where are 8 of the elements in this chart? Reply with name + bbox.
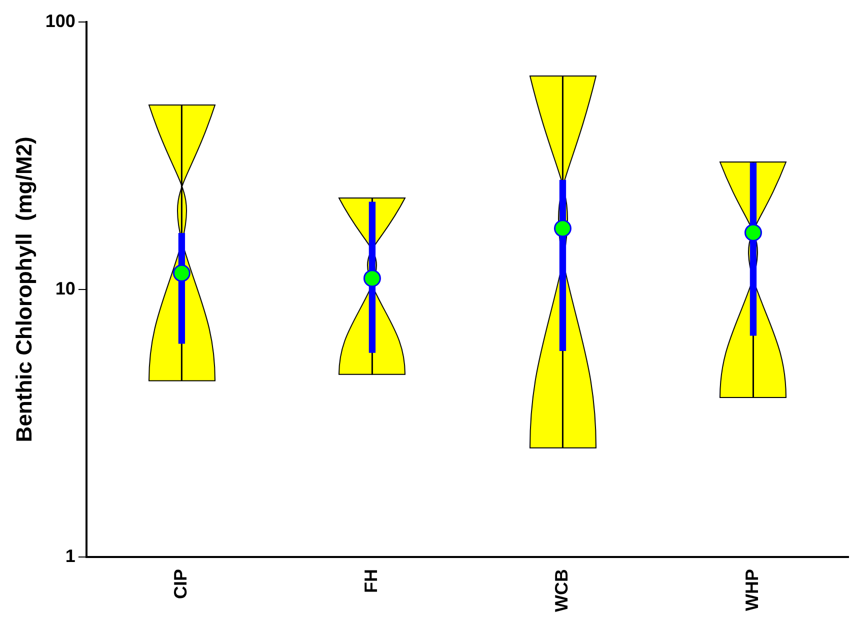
- y-tick-label: 1: [65, 546, 76, 566]
- x-tick-label: FH: [361, 569, 382, 594]
- y-tick-label: 10: [55, 278, 76, 298]
- y-axis-title: Benthic Chlorophyll (mg/M2): [11, 136, 36, 442]
- x-tick-label: WHP: [742, 569, 762, 612]
- y-tick-label: 100: [45, 10, 76, 31]
- x-tick-label: WCB: [552, 569, 572, 612]
- x-tick-label: CIP: [170, 569, 191, 600]
